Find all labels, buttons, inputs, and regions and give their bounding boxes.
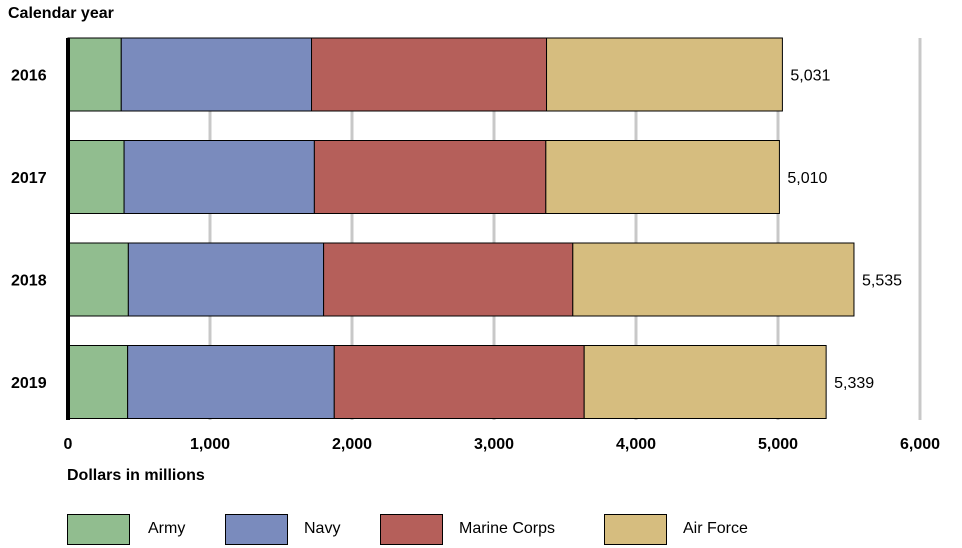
- x-axis-title: Dollars in millions: [67, 467, 205, 484]
- bar-2016-air-force: [546, 37, 783, 112]
- bar-2017-marine-corps: [313, 140, 547, 214]
- x-tick-label-5000: 5,000: [758, 436, 798, 453]
- legend-swatch-marine-corps: [380, 514, 443, 545]
- category-label-2019: 2019: [11, 375, 47, 392]
- bar-2016-army: [67, 37, 122, 112]
- x-tick-label-1000: 1,000: [190, 436, 230, 453]
- category-label-2016: 2016: [11, 68, 47, 85]
- x-tick-label-2000: 2,000: [332, 436, 372, 453]
- total-label-2016: 5,031: [790, 68, 830, 85]
- x-tick-label-0: 0: [64, 436, 73, 453]
- x-tick-label-4000: 4,000: [616, 436, 656, 453]
- bar-group: [67, 37, 855, 419]
- legend: Army Navy Marine Corps Air Force: [67, 514, 962, 548]
- total-labels: 5,031 5,010 5,535 5,339: [787, 68, 902, 393]
- bar-2019-marine-corps: [333, 345, 585, 419]
- legend-swatch-navy: [225, 514, 288, 545]
- legend-label-navy: Navy: [304, 520, 341, 537]
- bar-2018-navy: [127, 242, 325, 317]
- legend-label-army: Army: [148, 520, 186, 537]
- x-tick-label-3000: 3,000: [474, 436, 514, 453]
- bar-2019-army: [67, 345, 129, 419]
- bar-2018-marine-corps: [323, 242, 574, 317]
- bar-2017-air-force: [545, 140, 780, 214]
- bar-2016-navy: [120, 37, 313, 112]
- bar-2019-navy: [127, 345, 335, 419]
- total-label-2019: 5,339: [834, 375, 874, 392]
- x-tick-label-6000: 6,000: [900, 436, 940, 453]
- year-labels: 2016 2017 2018 2019: [11, 68, 47, 393]
- total-label-2018: 5,535: [862, 273, 902, 290]
- legend-label-marine-corps: Marine Corps: [459, 520, 556, 537]
- total-label-2017: 5,010: [787, 170, 827, 187]
- bar-2016-marine-corps: [311, 37, 548, 112]
- category-label-2017: 2017: [11, 170, 47, 187]
- legend-swatch-army: [67, 514, 130, 545]
- bar-2019-air-force: [583, 345, 827, 419]
- legend-label-air-force: Air Force: [683, 520, 748, 537]
- bar-2018-air-force: [572, 242, 855, 317]
- bar-2017-navy: [123, 140, 315, 214]
- x-tick-labels: 0 1,000 2,000 3,000 4,000 5,000 6,000: [64, 436, 941, 453]
- legend-swatch-air-force: [604, 514, 667, 545]
- bar-2017-army: [67, 140, 125, 214]
- bar-2018-army: [67, 242, 129, 317]
- y-axis-title: Calendar year: [8, 5, 114, 22]
- category-label-2018: 2018: [11, 273, 47, 290]
